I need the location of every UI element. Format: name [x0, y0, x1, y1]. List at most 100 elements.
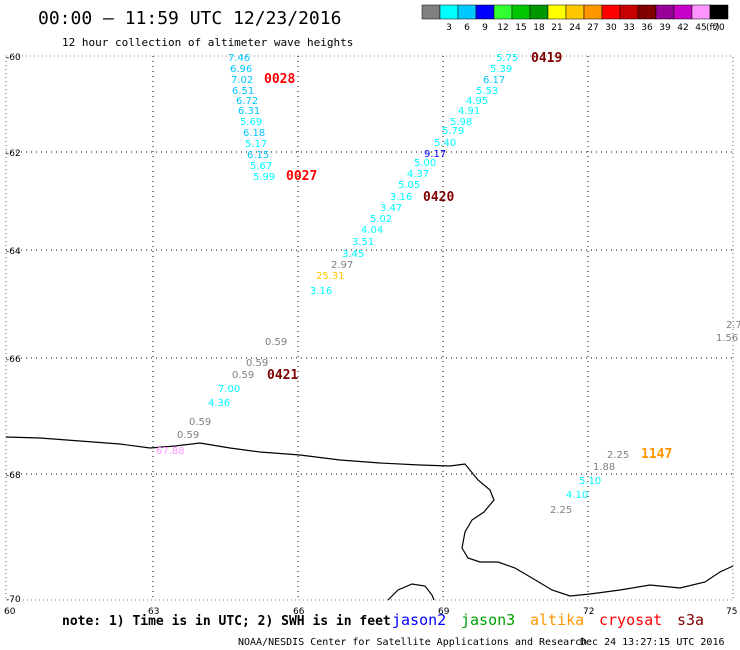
wave-height-value: 25.31 [316, 271, 345, 282]
wave-height-value: 3.16 [390, 192, 412, 203]
legend-label: 9 [482, 23, 488, 33]
pass-label: 0027 [286, 169, 317, 184]
coastline-inlet [387, 583, 435, 601]
legend-label: 3 [446, 23, 452, 33]
legend-swatch [565, 4, 585, 20]
legend-label: 6 [464, 23, 470, 33]
track-0419-0420: 5.75 5.39 6.17 5.53 4.95 4.91 5.98 5.79 … [310, 53, 518, 297]
wave-height-value: 5.75 [496, 53, 518, 64]
lon-tick: 75 [726, 607, 737, 617]
track-1147: 2.25 1.88 5.10 4.10 2.25 [550, 450, 629, 516]
footer-credit: NOAA/NESDIS Center for Satellite Applica… [238, 637, 587, 648]
wave-height-value: 67.88 [156, 446, 185, 457]
edge-track: 2.7 1.56 [716, 320, 740, 344]
legend-swatch [637, 4, 657, 20]
pass-label: 1147 [641, 447, 672, 462]
wave-height-value: 5.10 [579, 476, 601, 487]
lon-tick: 60 [4, 607, 16, 617]
track-0421: 0.59 0.59 0.59 7.00 4.36 0.59 0.59 67.88 [156, 337, 287, 457]
wave-height-value: 3.16 [310, 286, 332, 297]
wave-height-value: 4.10 [566, 490, 588, 501]
lat-tick: -62 [6, 149, 21, 159]
wave-height-value: 2.97 [331, 260, 353, 271]
wave-height-value: 2.25 [607, 450, 629, 461]
lon-tick: 66 [293, 607, 305, 617]
lon-tick: 69 [438, 607, 450, 617]
legend-label: 36 [641, 23, 653, 33]
legend-label: 45 [695, 23, 706, 33]
legend-swatch [475, 4, 495, 20]
legend-swatch [547, 4, 567, 20]
wave-height-value: 3.45 [342, 249, 364, 260]
wave-height-value: 6.18 [243, 128, 265, 139]
lat-tick: -66 [6, 355, 21, 365]
lat-tick: -60 [6, 53, 21, 63]
legend-swatch [511, 4, 531, 20]
legend-label: 15 [515, 23, 526, 33]
wave-height-value: 6.15 [247, 150, 269, 161]
wave-height-value: 5.79 [442, 126, 464, 137]
map-frame [5, 55, 734, 601]
coastline [5, 436, 734, 597]
legend-label: 70 [713, 23, 725, 33]
pass-label: 0421 [267, 368, 298, 383]
pass-label: 0420 [423, 190, 454, 205]
wave-height-value: 4.91 [458, 106, 480, 117]
legend-swatch [457, 4, 477, 20]
track-0028: 7.46 6.96 7.02 6.51 6.72 6.31 5.69 6.18 … [228, 53, 275, 183]
wave-height-value: 6.72 [236, 96, 258, 107]
legend-label: 21 [551, 23, 562, 33]
lat-tick: -68 [6, 471, 21, 481]
wave-height-value: 5.17 [245, 139, 267, 150]
legend-swatch [691, 4, 711, 20]
wave-height-value: 5.39 [490, 64, 512, 75]
lon-tick: 72 [583, 607, 594, 617]
wave-height-value: 4.37 [407, 169, 429, 180]
legend-swatch [655, 4, 675, 20]
legend-swatch [529, 4, 549, 20]
wave-height-value: 7.00 [218, 384, 240, 395]
map-title: 00:00 – 11:59 UTC 12/23/2016 [38, 8, 341, 29]
wave-height-value: 0.59 [189, 417, 211, 428]
mission-jason2: jason2 [392, 611, 446, 629]
wave-height-value: 5.53 [476, 86, 498, 97]
wave-height-value: 0.59 [265, 337, 287, 348]
wave-height-value: 1.88 [593, 462, 615, 473]
legend-swatch [619, 4, 639, 20]
footer-note: note: 1) Time is in UTC; 2) SWH is in fe… [62, 614, 391, 629]
wave-height-value: 5.00 [414, 158, 436, 169]
legend-label: 30 [605, 23, 617, 33]
wave-height-value: 3.47 [380, 203, 402, 214]
wave-height-value: 6.17 [483, 75, 505, 86]
legend-label: 39 [659, 23, 671, 33]
wave-height-value: 1.56 [716, 333, 738, 344]
footer-timestamp: Dec 24 13:27:15 UTC 2016 [580, 637, 725, 648]
wave-height-value: 6.31 [238, 106, 260, 117]
wave-height-value: 2.25 [550, 505, 572, 516]
wave-height-value: 5.67 [250, 161, 272, 172]
wave-height-value: 4.95 [466, 96, 488, 107]
wave-height-value: 0.59 [177, 430, 199, 441]
lat-tick: -70 [6, 595, 21, 605]
legend-swatch [601, 4, 621, 20]
wave-height-value: 3.51 [352, 237, 374, 248]
lat-tick: -64 [6, 247, 21, 257]
wave-height-value: 5.98 [450, 117, 472, 128]
wave-height-value: 5.99 [253, 172, 275, 183]
wave-height-value: 6.51 [232, 86, 254, 97]
legend-swatch [439, 4, 459, 20]
wave-height-value: 9.17 [424, 149, 446, 160]
mission-cryosat: cryosat [599, 611, 662, 629]
legend-label: 33 [623, 23, 634, 33]
legend-label: 42 [677, 23, 688, 33]
legend-swatch [709, 4, 729, 20]
wave-height-value: 4.04 [361, 225, 383, 236]
legend-swatch [583, 4, 603, 20]
legend-swatch [673, 4, 693, 20]
wave-height-value: 5.69 [240, 117, 262, 128]
wave-height-value: 4.36 [208, 398, 230, 409]
mission-s3a: s3a [677, 611, 704, 629]
mission-altika: altika [530, 611, 584, 629]
wave-height-value: 5.40 [434, 138, 456, 149]
